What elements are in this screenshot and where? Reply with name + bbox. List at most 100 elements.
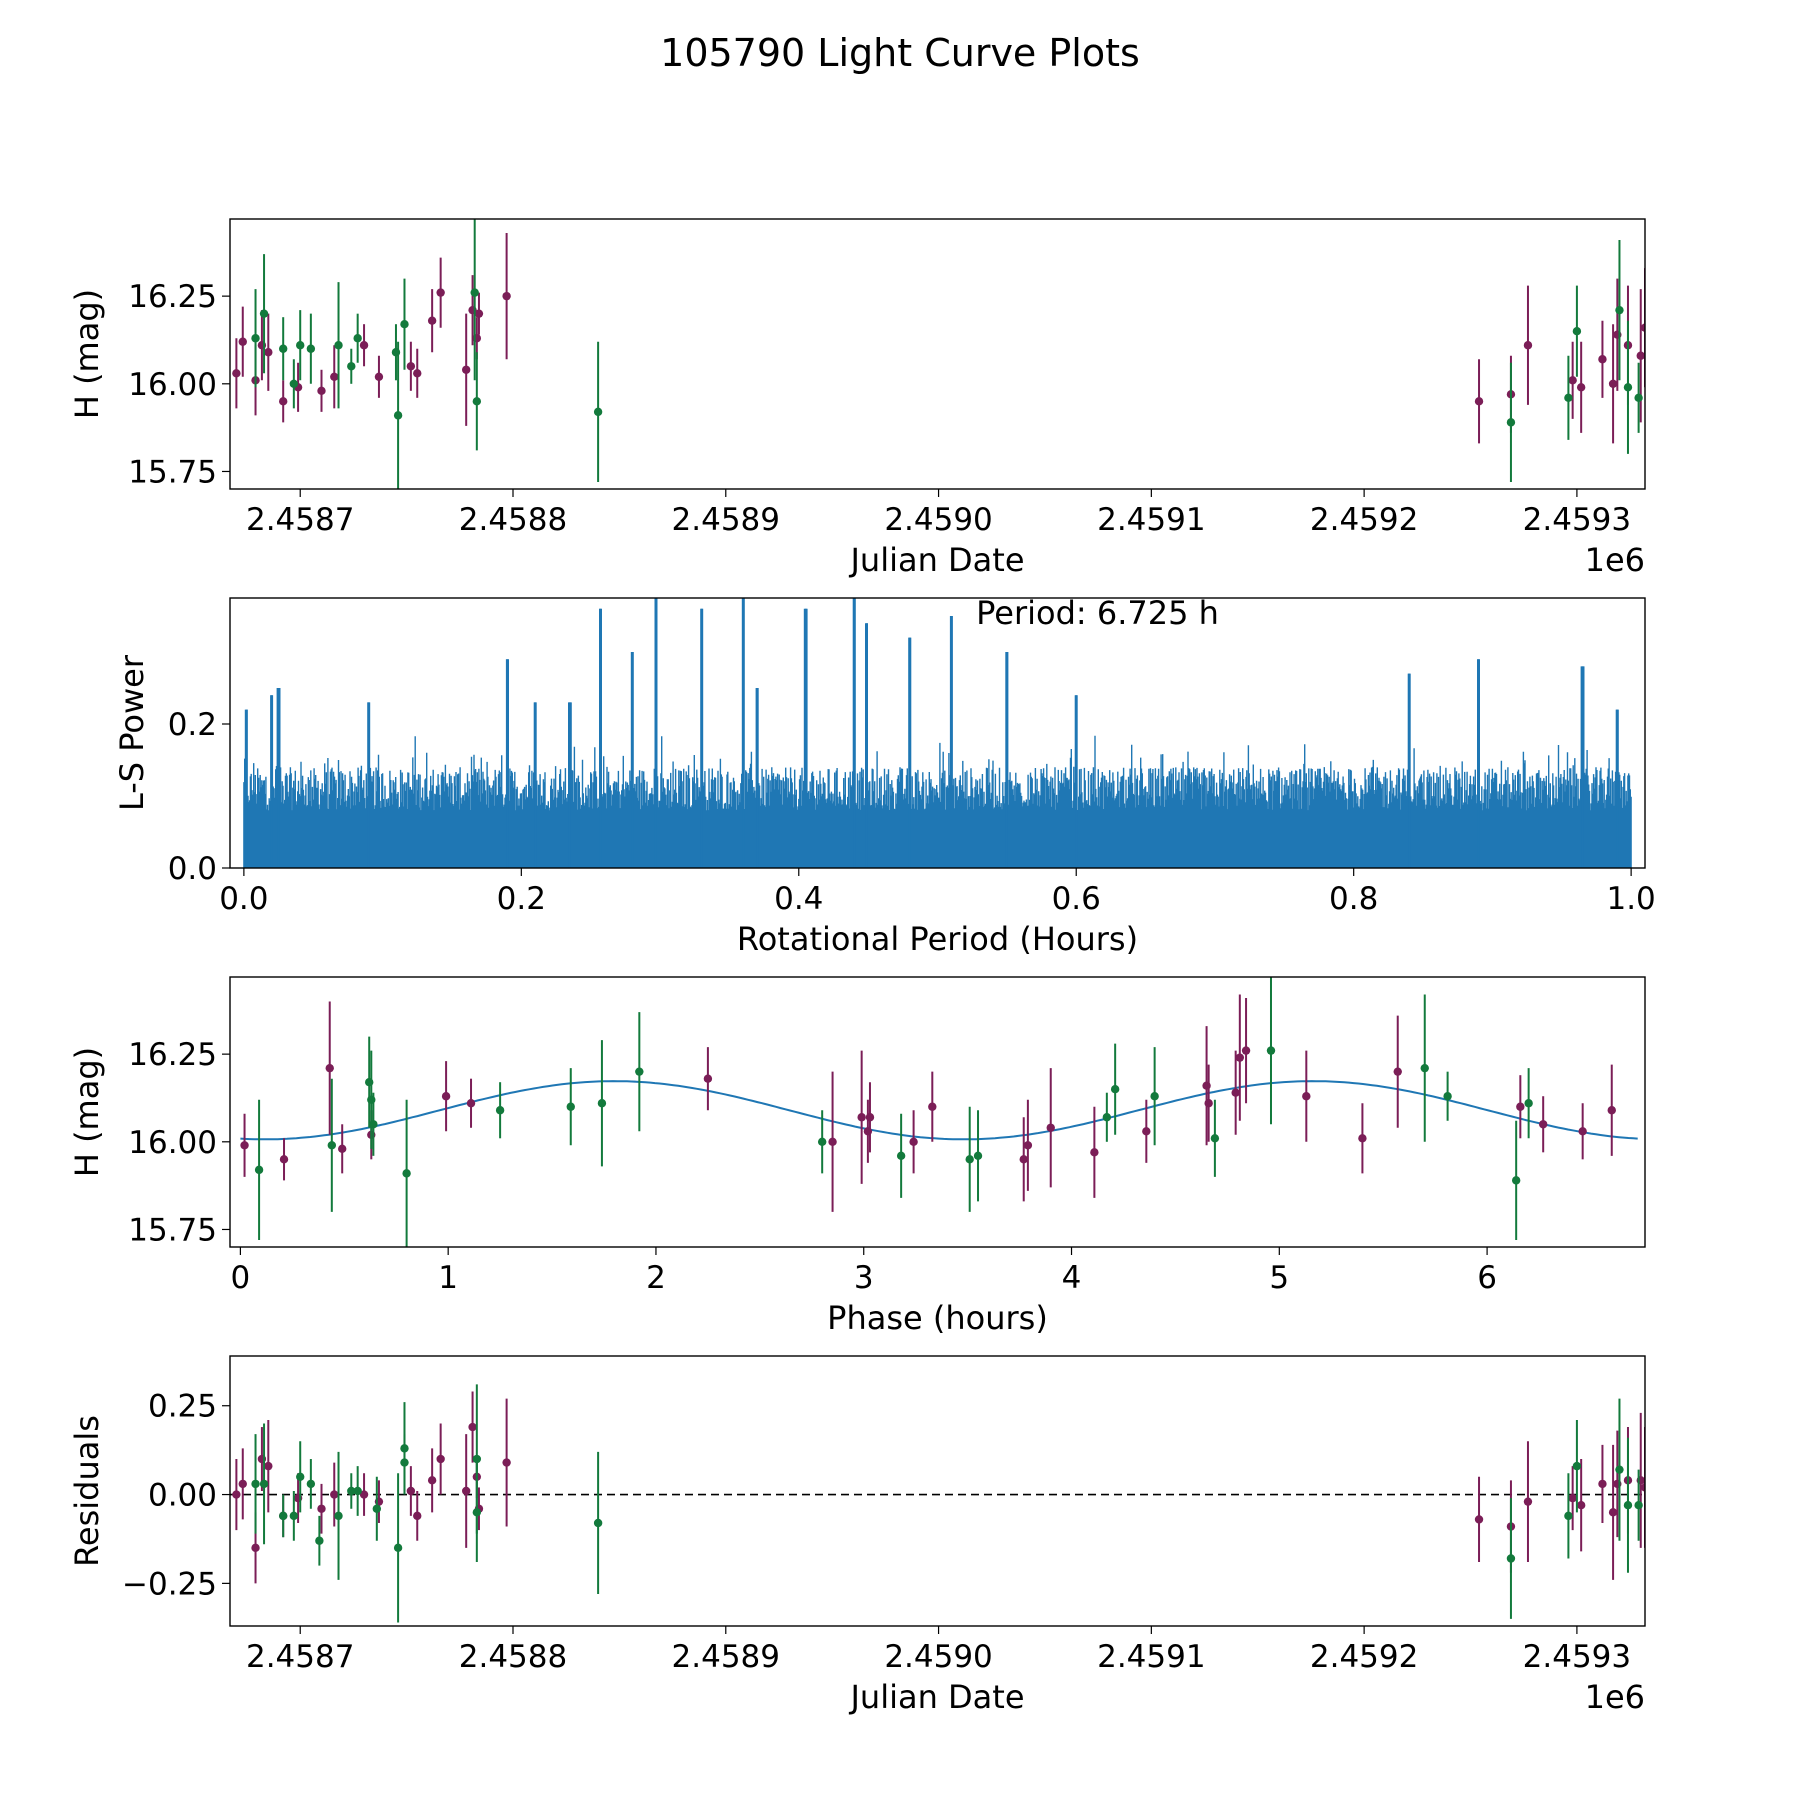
- data-point: [1598, 355, 1607, 364]
- y-tick-label: 0.2: [168, 707, 217, 743]
- y-tick-label: 16.00: [128, 1125, 217, 1161]
- data-point: [232, 1490, 241, 1499]
- data-point: [468, 1422, 477, 1432]
- data-point: [1443, 1092, 1452, 1101]
- data-point: [1023, 1141, 1033, 1150]
- data-point: [1102, 1113, 1112, 1122]
- x-tick-label: 2.4592: [1310, 502, 1418, 538]
- data-point: [264, 1461, 273, 1471]
- panel-frame: [229, 1355, 1646, 1627]
- data-point: [1523, 1497, 1533, 1506]
- data-point: [1623, 383, 1633, 392]
- data-point: [330, 1490, 339, 1499]
- data-point: [1235, 1053, 1245, 1062]
- data-point: [1564, 1511, 1573, 1521]
- data-point: [1241, 1046, 1251, 1055]
- y-tick-label: 0.00: [148, 1478, 217, 1514]
- data-point: [317, 1504, 326, 1513]
- data-point: [1634, 1501, 1643, 1510]
- period-annotation: Period: 6.725 h: [976, 594, 1219, 632]
- data-point: [278, 397, 288, 406]
- data-point: [436, 288, 445, 297]
- data-point: [327, 1141, 337, 1150]
- data-point: [502, 1458, 511, 1467]
- data-point: [334, 1511, 343, 1521]
- data-point: [406, 362, 416, 371]
- data-point: [296, 341, 305, 350]
- data-point: [232, 369, 241, 378]
- data-point: [251, 334, 260, 343]
- data-point: [1568, 1493, 1577, 1503]
- periodogram-panel: 0.0 0.2 0.4 0.6 0.8 1.0 0.0 0.2 Rotational Perio…: [113, 594, 1656, 958]
- data-point: [289, 1511, 299, 1521]
- data-point: [1142, 1127, 1151, 1136]
- x-tick-label: 0.0: [219, 881, 268, 917]
- data-point: [393, 411, 403, 420]
- data-point: [413, 369, 422, 378]
- x-tick-label: 2.4590: [884, 1639, 992, 1675]
- x-tick-label: 0.8: [1329, 881, 1378, 917]
- x-tick-label: 0.6: [1052, 881, 1101, 917]
- data-point: [1607, 1106, 1616, 1115]
- data-point: [251, 1543, 260, 1553]
- x-tick-label: 2.4590: [884, 502, 992, 538]
- data-point: [1474, 397, 1484, 406]
- data-point: [566, 1102, 575, 1111]
- plot-area: [243, 598, 1632, 868]
- x-axis-label: Julian Date: [848, 541, 1024, 579]
- data-point: [347, 362, 356, 371]
- data-point: [259, 309, 269, 318]
- data-point: [1564, 393, 1573, 403]
- data-point: [1634, 393, 1643, 403]
- data-point: [315, 1536, 324, 1545]
- data-point: [1598, 1479, 1607, 1489]
- data-point: [413, 1511, 422, 1521]
- data-point: [427, 316, 437, 325]
- data-point: [374, 372, 384, 381]
- y-axis-label: H (mag): [68, 1047, 106, 1177]
- data-point: [635, 1067, 644, 1076]
- data-point: [1615, 305, 1624, 315]
- data-point: [909, 1137, 918, 1147]
- data-point: [593, 1518, 603, 1528]
- data-point: [973, 1151, 983, 1161]
- plot-area: [230, 1384, 1645, 1623]
- data-point: [1608, 379, 1618, 389]
- data-point: [1576, 1501, 1586, 1510]
- figure-title: 105790 Light Curve Plots: [660, 31, 1140, 75]
- data-point: [928, 1102, 937, 1111]
- data-point: [325, 1063, 334, 1073]
- data-point: [278, 1511, 288, 1521]
- data-point: [1506, 418, 1516, 427]
- data-point: [593, 407, 603, 417]
- x-tick-label: 2.4588: [459, 502, 567, 538]
- data-point: [1538, 1120, 1548, 1129]
- data-point: [1640, 323, 1645, 332]
- data-point: [466, 1099, 476, 1108]
- data-point: [1506, 1554, 1516, 1563]
- data-point: [1523, 341, 1533, 350]
- data-point: [474, 309, 484, 318]
- data-point: [1266, 1046, 1276, 1055]
- data-point: [1636, 351, 1645, 360]
- x-tick-label: 0: [231, 1260, 251, 1296]
- x-tick-label: 2.4593: [1523, 1639, 1631, 1675]
- data-point: [1204, 1099, 1213, 1108]
- x-tick-label: 1.0: [1606, 881, 1655, 917]
- data-point: [1231, 1088, 1240, 1097]
- y-tick-label: 16.25: [128, 279, 217, 315]
- y-tick-label: 15.75: [128, 454, 217, 490]
- data-point: [278, 344, 288, 353]
- data-point: [472, 1454, 482, 1464]
- residuals-panel: 2.4587 2.4588 2.4589 2.4590 2.4591 2.4592 2.45…: [68, 1355, 1646, 1716]
- y-tick-label: 16.25: [128, 1037, 217, 1073]
- data-point: [400, 319, 409, 329]
- x-axis-label: Phase (hours): [827, 1299, 1048, 1337]
- data-point: [306, 1479, 316, 1489]
- plot-area: [240, 977, 1638, 1247]
- data-point: [495, 1106, 505, 1115]
- data-point: [279, 1155, 289, 1164]
- x-axis-label: Rotational Period (Hours): [737, 920, 1138, 958]
- data-point: [1511, 1176, 1521, 1185]
